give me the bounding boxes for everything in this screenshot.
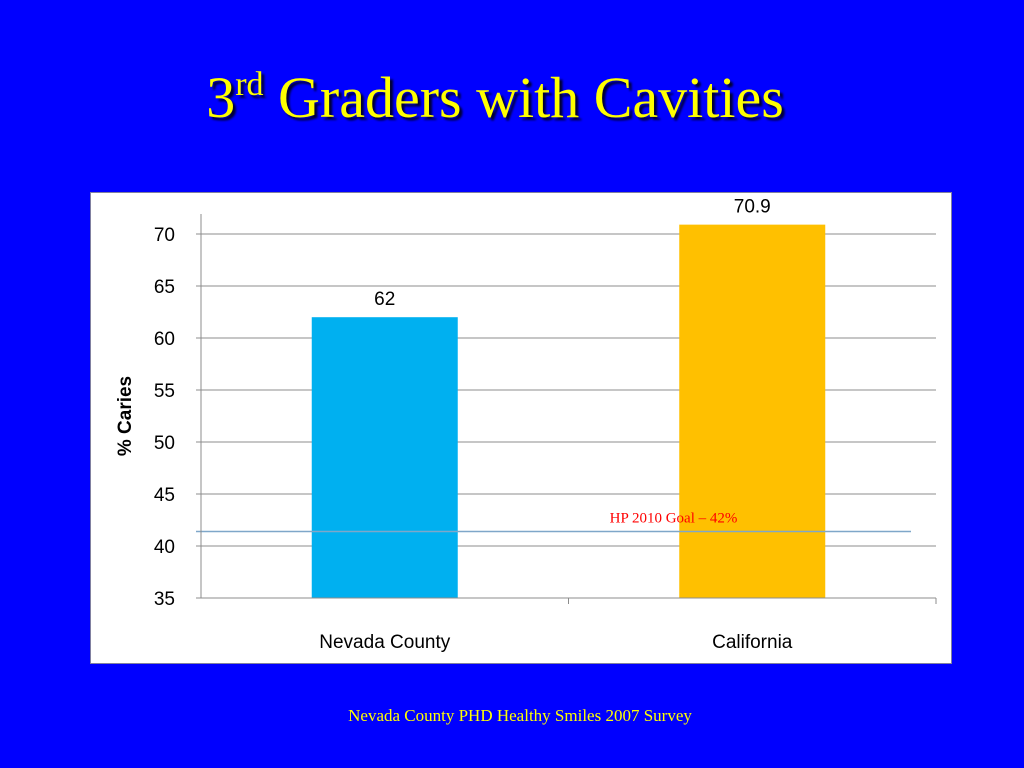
title-text: Graders with Cavities [263,65,784,130]
y-axis-title: % Caries [115,376,136,456]
y-tick-label: 65 [154,277,175,298]
source-note: Nevada County PHD Healthy Smiles 2007 Su… [348,706,692,725]
title-superscript: rd [235,66,264,103]
y-tick-label: 40 [154,537,175,558]
gridlines [201,233,936,547]
data-label: 62 [374,289,395,310]
x-category-label: Nevada County [319,632,450,653]
chart-panel: 35 40 45 50 55 60 65 70 62 Nevada County 70.9 Calif… [90,192,952,664]
title-number: 3 [206,65,236,130]
bars [311,224,826,598]
y-tick-label: 45 [154,485,175,506]
y-tick-label: 35 [154,589,175,610]
bar-chart: 35 40 45 50 55 60 65 70 62 Nevada County 70.9 Calif… [115,197,937,653]
bar [679,224,826,598]
y-tick-label: 70 [154,225,175,246]
y-tick-label: 50 [154,433,175,454]
bar [311,317,458,598]
slide-title: 3rd Graders with Cavities [0,62,990,134]
y-tick-label: 60 [154,329,175,350]
y-tick-label: 55 [154,381,175,402]
data-label: 70.9 [734,197,771,218]
x-category-label: California [712,632,793,653]
axes [196,214,937,604]
reference-line-label: HP 2010 Goal – 42% [610,510,738,526]
labels: 35 40 45 50 55 60 65 70 62 Nevada County 70.9 Calif… [115,197,793,653]
